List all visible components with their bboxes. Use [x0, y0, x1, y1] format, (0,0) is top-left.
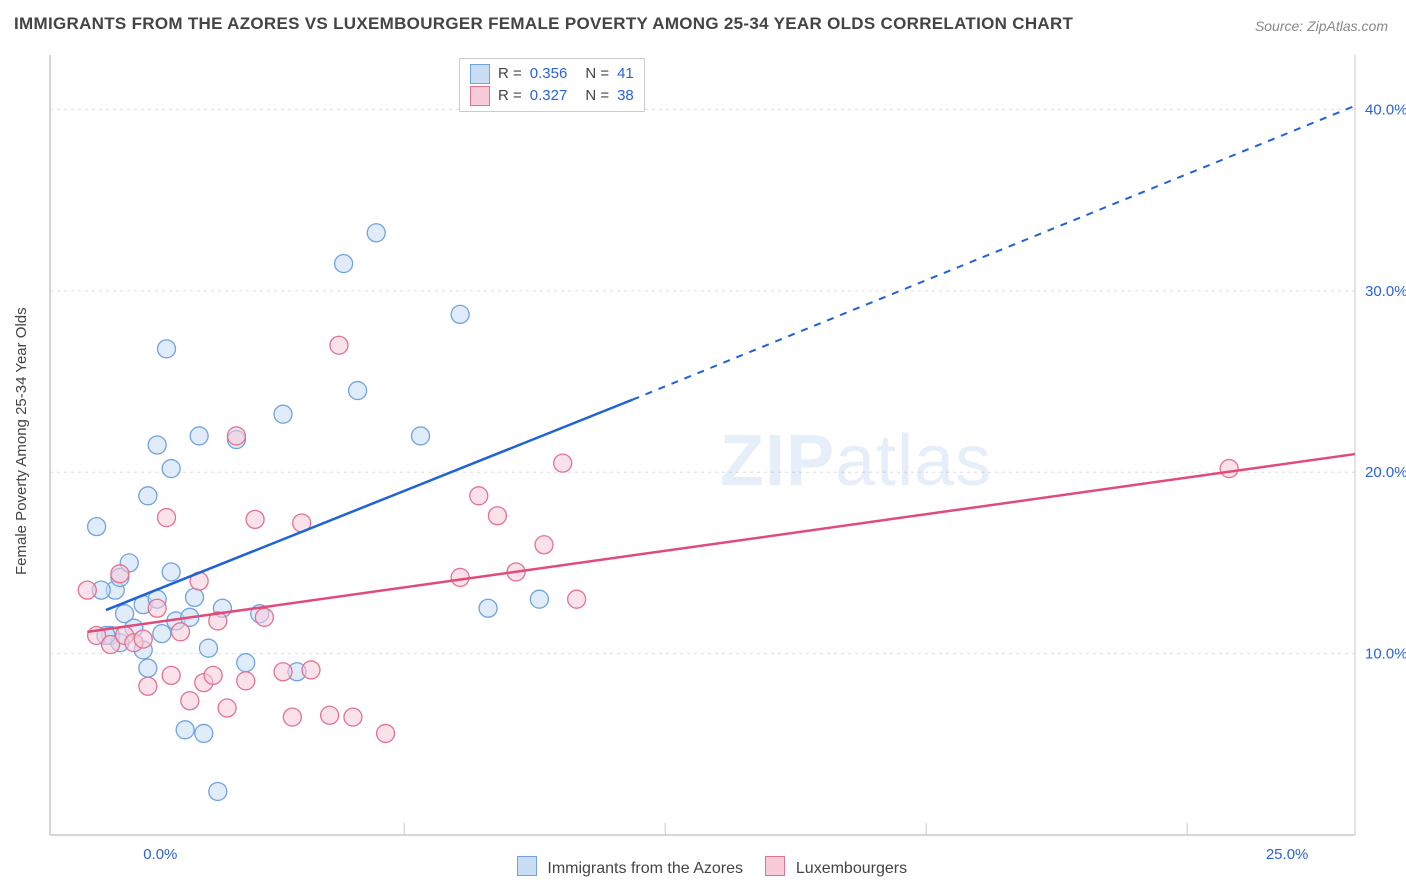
- svg-text:Female Poverty Among 25-34 Yea: Female Poverty Among 25-34 Year Olds: [13, 307, 30, 575]
- legend-swatch-b: [470, 86, 490, 106]
- legend-swatch-b-inline: [765, 856, 785, 876]
- legend-swatch-a: [470, 64, 490, 84]
- chart-canvas: 10.0%20.0%30.0%40.0%0.0%25.0%Female Pove…: [0, 0, 1406, 892]
- legend-label-b: Luxembourgers: [796, 860, 907, 877]
- stats-legend: R = 0.356 N = 41 R = 0.327 N = 38: [459, 58, 645, 112]
- legend-row-series-a: R = 0.356 N = 41: [470, 63, 634, 85]
- svg-text:30.0%: 30.0%: [1365, 283, 1406, 300]
- bottom-legend: Immigrants from the Azores Luxembourgers: [0, 856, 1406, 878]
- legend-row-series-b: R = 0.327 N = 38: [470, 85, 634, 107]
- svg-text:20.0%: 20.0%: [1365, 464, 1406, 481]
- legend-label-a: Immigrants from the Azores: [547, 860, 743, 877]
- svg-text:10.0%: 10.0%: [1365, 646, 1406, 663]
- legend-swatch-a-inline: [517, 856, 537, 876]
- svg-text:40.0%: 40.0%: [1365, 101, 1406, 118]
